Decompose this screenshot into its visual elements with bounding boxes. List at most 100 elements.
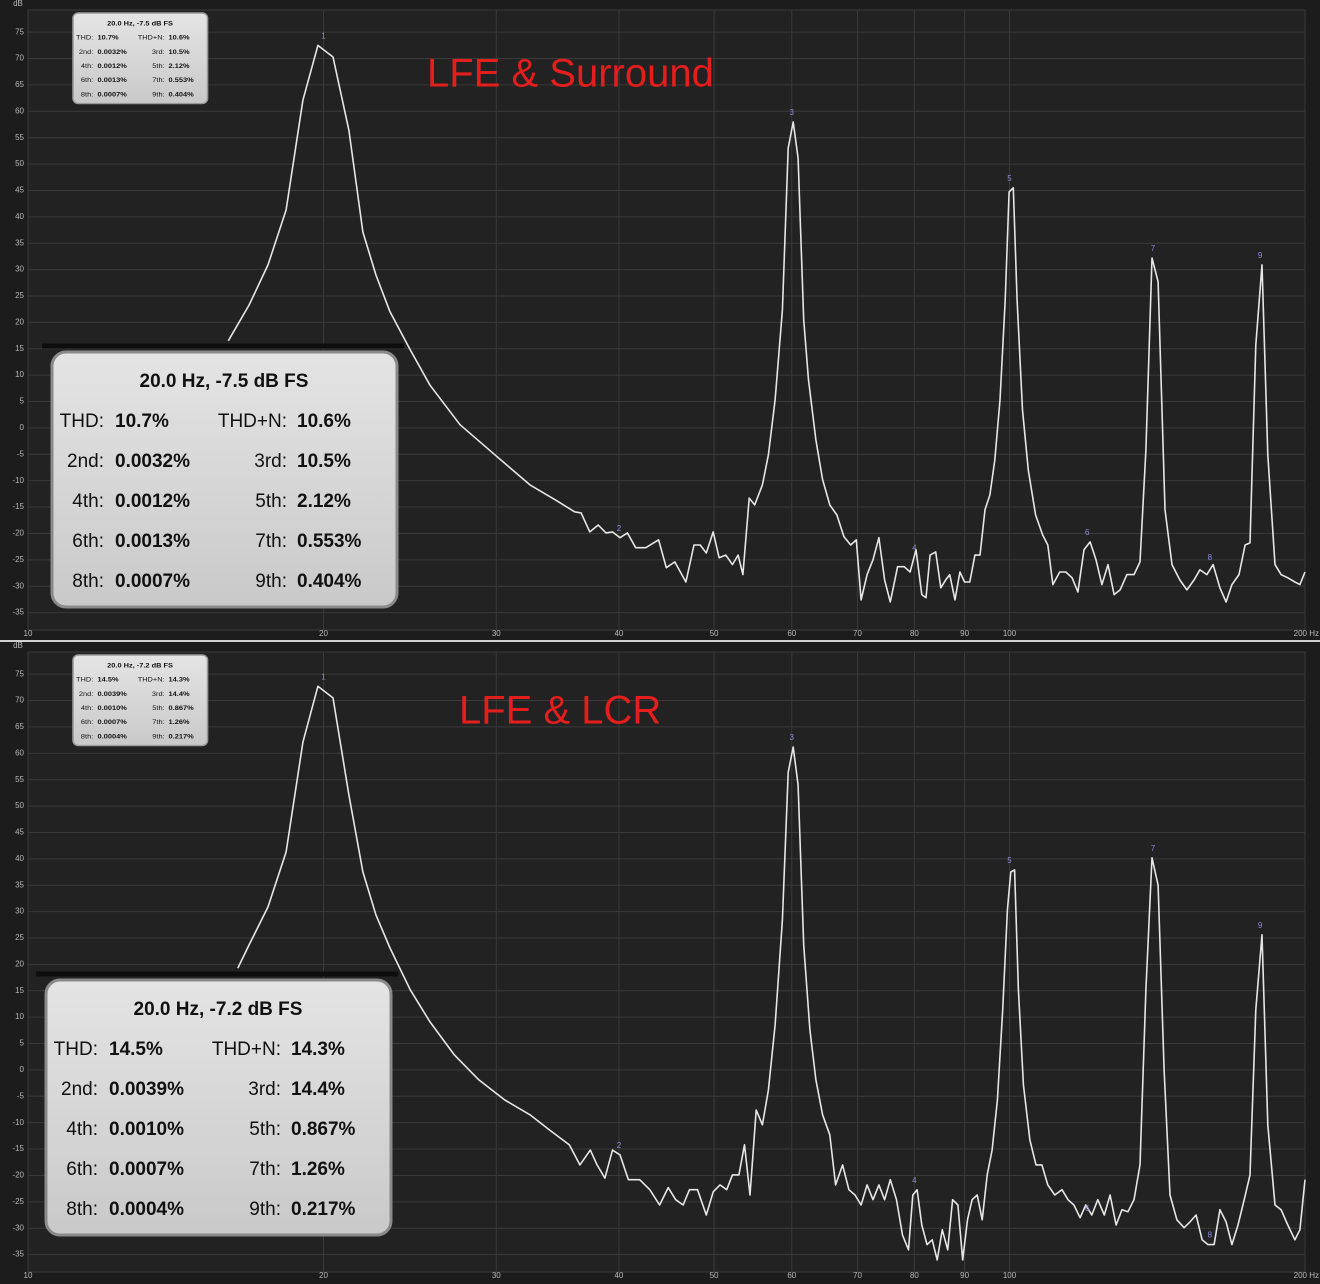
info-label: 8th:	[66, 1199, 98, 1220]
harmonic-marker: 3	[790, 108, 795, 117]
info-value: 0.0004%	[109, 1199, 184, 1220]
info-title: 20.0 Hz, -7.5 dB FS	[140, 371, 309, 392]
y-tick-label: 25	[15, 291, 24, 300]
y-tick-label: -10	[12, 1118, 24, 1127]
y-tick-label: -5	[17, 449, 25, 458]
x-tick-label: 70	[853, 629, 862, 638]
info-label: THD:	[76, 676, 93, 684]
y-tick-label: 35	[15, 880, 24, 889]
info-value: 0.867%	[169, 704, 195, 712]
info-value: 10.6%	[169, 34, 191, 42]
info-value: 0.0007%	[115, 571, 190, 592]
harmonic-marker: 1	[321, 672, 326, 681]
info-value: 14.4%	[169, 690, 191, 698]
harmonic-marker: 6	[1085, 528, 1090, 537]
info-box-panel	[50, 350, 399, 609]
harmonic-marker: 7	[1151, 244, 1156, 253]
x-tick-label: 10	[24, 629, 33, 638]
y-axis-unit: dB	[13, 641, 23, 650]
y-tick-label: 70	[15, 696, 24, 705]
info-value: 0.0007%	[98, 91, 128, 99]
info-label: 5th:	[255, 491, 287, 512]
info-label: 9th:	[249, 1199, 281, 1220]
spectrum-line	[227, 44, 1306, 603]
x-tick-label: 90	[960, 1271, 969, 1280]
y-tick-label: 0	[20, 423, 25, 432]
info-value: 0.404%	[169, 91, 195, 99]
info-label: 8th:	[81, 733, 93, 741]
x-tick-label: 10	[24, 1271, 33, 1280]
info-value: 0.0010%	[109, 1119, 184, 1140]
info-box-small: 20.0 Hz, -7.5 dB FS THD: 10.7% THD+N: 10.6% 2…	[72, 12, 209, 105]
info-title: 20.0 Hz, -7.2 dB FS	[107, 662, 173, 670]
chart-title: LFE & Surround	[427, 52, 714, 96]
info-label: 5th:	[152, 704, 164, 712]
info-label: 4th:	[81, 62, 93, 70]
y-tick-label: 55	[15, 775, 24, 784]
y-tick-label: 45	[15, 186, 24, 195]
info-label: THD:	[54, 1039, 98, 1060]
info-label: 3rd:	[152, 48, 165, 56]
info-value: 0.0012%	[98, 62, 128, 70]
x-tick-label: 200 Hz	[1294, 629, 1319, 638]
y-tick-label: 10	[15, 370, 24, 379]
info-label: 7th:	[152, 719, 164, 727]
info-value: 10.5%	[169, 48, 191, 56]
y-tick-label: -10	[12, 476, 24, 485]
info-value: 2.12%	[297, 491, 351, 512]
info-label: 4th:	[81, 704, 93, 712]
info-value: 0.0012%	[115, 491, 190, 512]
x-tick-label: 50	[710, 629, 719, 638]
y-tick-label: 65	[15, 722, 24, 731]
info-value: 0.0007%	[98, 719, 128, 727]
harmonic-marker: 4	[912, 1176, 917, 1185]
info-value: 10.7%	[98, 34, 120, 42]
harmonic-marker: 2	[617, 524, 622, 533]
info-label: 4th:	[66, 1119, 98, 1140]
harmonic-marker: 7	[1151, 844, 1156, 853]
y-tick-label: 60	[15, 106, 24, 115]
info-value: 10.7%	[115, 411, 169, 432]
y-tick-label: 20	[15, 959, 24, 968]
y-tick-label: 5	[20, 1039, 25, 1048]
info-label: 2nd:	[61, 1079, 98, 1100]
info-value: 0.553%	[297, 531, 362, 552]
info-value: 14.5%	[98, 676, 120, 684]
info-box-large: 20.0 Hz, -7.5 dB FS THD: 10.7% THD+N: 10.6% 2…	[42, 343, 404, 609]
info-value: 0.404%	[297, 571, 362, 592]
info-label: 3rd:	[152, 690, 165, 698]
x-tick-label: 20	[319, 629, 328, 638]
info-label: 8th:	[81, 91, 93, 99]
harmonic-marker: 5	[1007, 174, 1012, 183]
info-value: 0.0004%	[98, 733, 128, 741]
harmonic-marker: 3	[790, 733, 795, 742]
x-tick-label: 50	[710, 1271, 719, 1280]
x-tick-label: 80	[910, 1271, 919, 1280]
y-tick-label: -20	[12, 1171, 24, 1180]
info-label: THD:	[76, 34, 93, 42]
info-value: 0.0013%	[115, 531, 190, 552]
y-tick-label: 60	[15, 748, 24, 757]
y-tick-label: 45	[15, 828, 24, 837]
y-tick-label: 15	[15, 344, 24, 353]
x-tick-label: 90	[960, 629, 969, 638]
info-value: 0.0032%	[98, 48, 128, 56]
info-value: 0.553%	[169, 77, 195, 85]
y-tick-label: 55	[15, 133, 24, 142]
info-value: 0.867%	[291, 1119, 356, 1140]
info-label: THD:	[60, 411, 104, 432]
info-value: 0.0010%	[98, 704, 128, 712]
harmonic-marker: 9	[1258, 921, 1263, 930]
x-tick-label: 80	[910, 629, 919, 638]
info-value: 14.5%	[109, 1039, 163, 1060]
info-box-small: 20.0 Hz, -7.2 dB FS THD: 14.5% THD+N: 14.3% 2…	[72, 654, 209, 747]
y-tick-label: 30	[15, 907, 24, 916]
y-tick-label: 25	[15, 933, 24, 942]
info-value: 0.217%	[169, 733, 195, 741]
info-label: THD+N:	[138, 676, 165, 684]
y-tick-label: 40	[15, 854, 24, 863]
harmonic-marker: 8	[1208, 1231, 1213, 1240]
info-value: 0.0007%	[109, 1159, 184, 1180]
info-label: 9th:	[255, 571, 287, 592]
